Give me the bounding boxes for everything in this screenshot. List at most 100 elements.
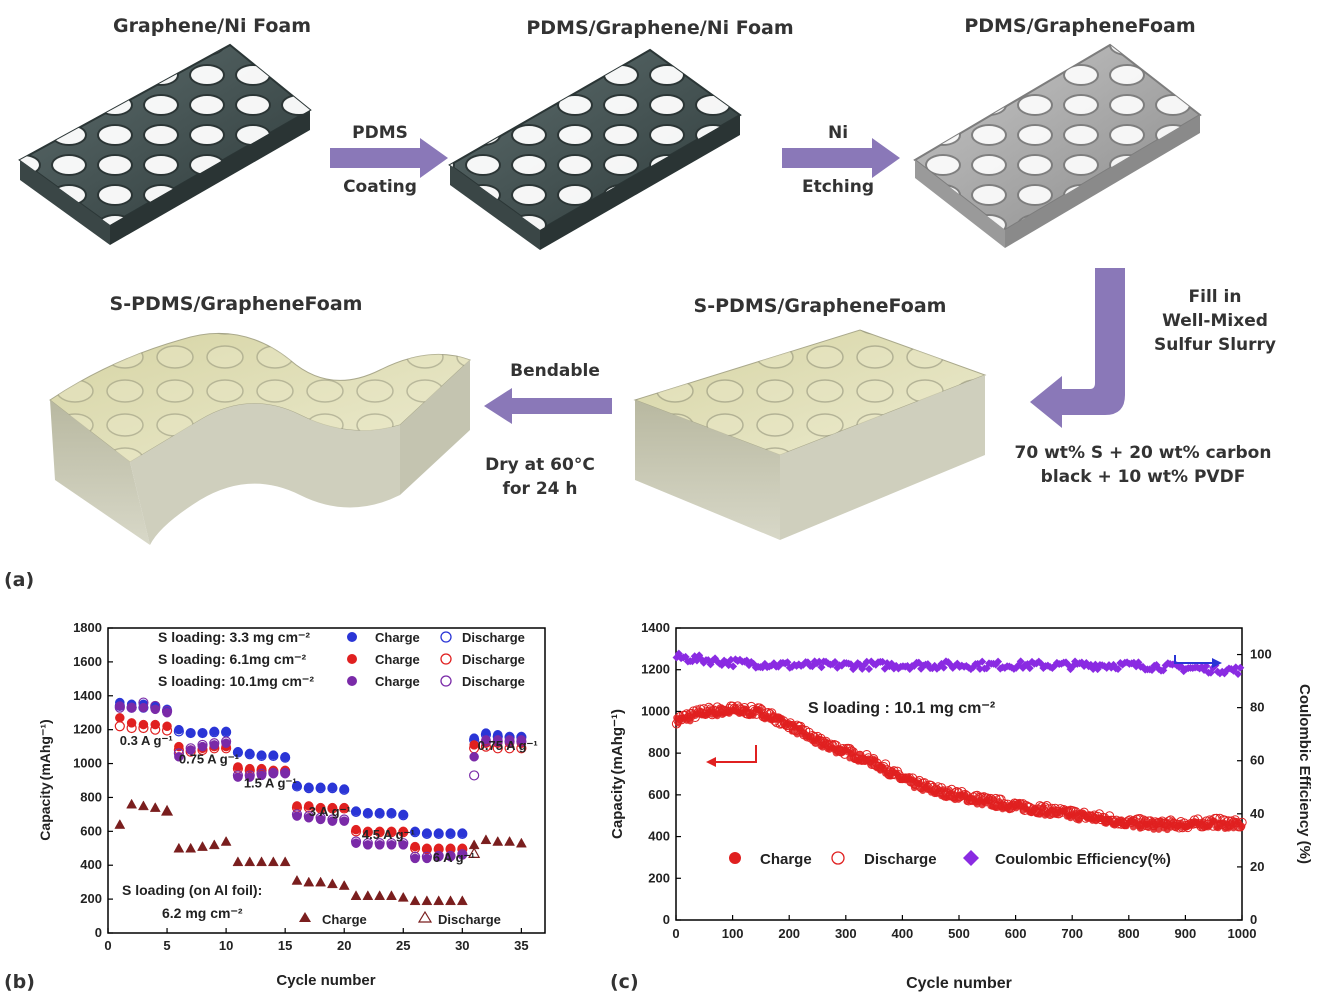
b-series-5-point-21 (362, 838, 373, 849)
b-series-4-point-5 (174, 752, 184, 762)
panel-c-arrows (706, 655, 1222, 767)
c-y2tick-label-1: 20 (1250, 859, 1264, 874)
b-series-3-point-24 (398, 827, 409, 838)
panel-b-ylabel-text: Capacity (37, 782, 53, 841)
b-series-5-point-22 (374, 838, 385, 849)
c-discharge-point-370 (880, 759, 891, 769)
c-charge-point-1000 (1238, 822, 1246, 830)
block-s-pdms-foam (633, 329, 987, 540)
legend-b-marker-2-charge (347, 654, 357, 664)
step5-title: S-PDMS/GrapheneFoam (110, 293, 363, 315)
b-series-5-point-26 (421, 851, 432, 862)
c-xtick-label-3: 300 (835, 926, 857, 941)
foil-legend-charge-marker (299, 912, 311, 922)
b-xtick-label-5: 25 (396, 938, 410, 953)
foam-pdms-graphene (913, 43, 1202, 248)
b-series-3-point-23 (386, 827, 397, 838)
b-series-6-point-15 (291, 874, 303, 885)
legend-b-marker-1-discharge (440, 631, 452, 643)
b-series-1-point-27 (433, 828, 444, 839)
c-ce-point-341 (865, 665, 874, 674)
b-series-3-point-3 (150, 724, 161, 735)
b-ytick-label-2: 400 (80, 857, 102, 872)
b-series-5-point-9 (221, 736, 232, 747)
c-ce-point-97 (726, 655, 735, 664)
b-series-6-point-34 (515, 837, 527, 848)
b-series-7-point-0 (161, 804, 174, 816)
b-series-6-point-12 (256, 856, 267, 867)
b-series-5-point-4 (161, 705, 173, 717)
c-xtick-label-2: 200 (778, 926, 800, 941)
b-series-5-point-7 (197, 739, 208, 751)
recipe-line-1: 70 wt% S + 20 wt% carbon (1015, 443, 1272, 463)
block-bent-foam (49, 332, 471, 545)
b-series-5-point-17 (315, 812, 326, 823)
legend-b-row-1: S loading: 3.3 mg cm⁻² (158, 629, 310, 645)
panel-c-annotation: S loading : 10.1 mg cm⁻² (808, 700, 995, 717)
c-xtick-label-9: 900 (1175, 926, 1197, 941)
b-series-1-point-7 (197, 727, 208, 739)
b-series-5-point-27 (433, 850, 444, 862)
b-series-5-point-10 (232, 770, 244, 781)
foil-legend-discharge: Discharge (438, 912, 501, 927)
b-series-6-point-2 (138, 800, 149, 811)
b-series-5-point-16 (303, 810, 314, 822)
b-series-1-point-29 (457, 828, 468, 839)
panel-b-label: (b) (4, 971, 35, 993)
b-series-6-point-31 (480, 834, 492, 845)
b-series-5-point-1 (126, 702, 137, 713)
b-series-3-point-0 (114, 721, 125, 732)
b-series-6-point-16 (303, 876, 315, 887)
arrow4-line-1: Dry at 60°C (485, 455, 595, 475)
step4-title: S-PDMS/GrapheneFoam (694, 295, 947, 317)
c-charge-point-853 (1155, 826, 1163, 833)
b-series-6-point-3 (149, 802, 161, 812)
c-xtick-label-1: 100 (722, 926, 744, 941)
b-series-6-point-9 (220, 835, 232, 846)
panel-c-ylabel: Capacity (mAhg⁻¹) (609, 709, 626, 839)
b-series-1-point-13 (268, 750, 279, 762)
panel-c-ylabel-text: Capacity (609, 776, 626, 839)
step3-title: PDMS/GrapheneFoam (964, 15, 1195, 37)
b-rate-label-5: 6 A g⁻¹ (433, 850, 475, 865)
arrow-ni-etching: Ni Etching (782, 123, 900, 197)
arrow4-top-label: Bendable (510, 361, 600, 381)
legend-c-discharge: Discharge (864, 851, 937, 868)
panel-a: Graphene/Ni Foam PDMS/Graphene/Ni Foam P… (4, 15, 1276, 591)
c-charge-point-952 (1211, 818, 1219, 825)
b-series-5-point-25 (409, 851, 421, 862)
b-series-6-point-10 (232, 856, 244, 867)
b-series-5-point-6 (185, 743, 196, 754)
b-xtick-label-4: 20 (337, 938, 351, 953)
b-series-4-point-3 (150, 704, 160, 715)
b-ytick-label-6: 1200 (73, 722, 102, 737)
panel-b-chart: 0 5 10 15 20 25 30 35 0 200 400 600 800 1000 1200 1400 1… (4, 620, 546, 993)
b-series-3-point-20 (350, 826, 362, 837)
b-ytick-label-4: 800 (80, 789, 102, 804)
b-series-3-point-1 (126, 722, 137, 734)
b-series-6-point-24 (397, 891, 409, 902)
b-series-5-point-3 (150, 700, 161, 712)
b-series-1-point-11 (244, 749, 255, 760)
c-y2tick-label-0: 0 (1250, 912, 1257, 927)
b-series-5-point-14 (280, 767, 291, 778)
b-series-4-point-30 (469, 752, 479, 762)
b-series-5-point-34 (516, 736, 527, 747)
b-series-1-point-6 (185, 727, 196, 739)
arrow-fill-sulfur: Fill in Well-Mixed Sulfur Slurry 70 wt% … (1015, 268, 1276, 487)
arrow1-top-label: PDMS (352, 123, 408, 143)
b-series-5-point-2 (138, 697, 149, 708)
b-series-1-point-8 (209, 727, 220, 738)
b-series-6-point-26 (421, 895, 433, 906)
b-ytick-label-7: 1400 (73, 688, 102, 703)
panel-b-plot-frame (107, 627, 546, 934)
b-series-6-point-25 (409, 895, 421, 906)
b-series-3-point-22 (374, 827, 385, 838)
b-series-5-point-18 (327, 814, 338, 825)
b-series-1-point-28 (445, 828, 456, 839)
arrow-left-head (706, 757, 716, 767)
b-series-1-point-24 (398, 810, 409, 821)
b-series-7-point-1 (468, 847, 481, 858)
b-series-5-point-24 (398, 838, 409, 849)
arrow1-bottom-label: Coating (343, 177, 417, 197)
